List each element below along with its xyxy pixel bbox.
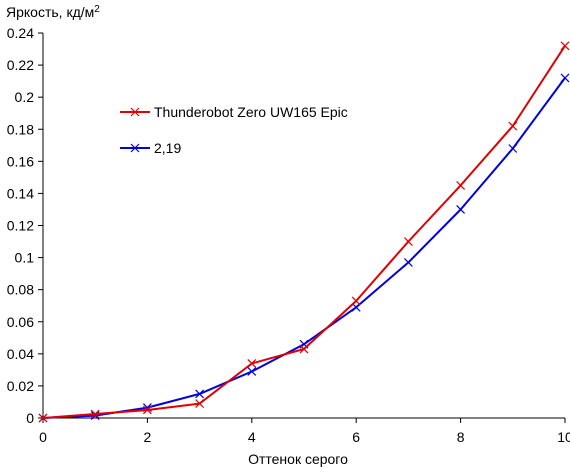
y-tick-label: 0.22: [7, 57, 34, 73]
legend: Thunderobot Zero UW165 Epic 2,19: [120, 104, 348, 156]
data-point-marker: [560, 41, 570, 51]
series-line: [42, 77, 566, 419]
data-point-marker: [403, 237, 413, 246]
y-axis-label: Яркость, кд/м2: [6, 4, 100, 20]
x-tick-label: 8: [457, 429, 465, 445]
data-point-marker: [130, 107, 140, 117]
legend-item: 2,19: [120, 140, 181, 156]
data-point-marker: [247, 359, 257, 368]
data-point-marker: [403, 257, 413, 267]
x-tick-label: 2: [144, 429, 152, 445]
data-point-marker: [299, 344, 309, 354]
x-tick-label: 6: [352, 429, 360, 445]
data-point-marker: [456, 205, 466, 214]
data-point-marker: [195, 389, 205, 399]
legend-label: Thunderobot Zero UW165 Epic: [154, 104, 348, 120]
y-tick-label: 0.06: [7, 314, 34, 330]
y-tick-label: 0.18: [7, 121, 34, 137]
data-point-marker: [142, 405, 152, 415]
x-tick-label: 0: [39, 429, 47, 445]
data-point-marker: [508, 121, 518, 131]
series-group: [38, 41, 570, 423]
y-tick-label: 0.1: [15, 250, 35, 266]
data-point-marker: [195, 399, 205, 408]
ticks: 0 0.02 0.04 0.06 0.08 0.1 0.12 0.14 0.16 0.18 0.2 0…: [7, 25, 570, 445]
y-tick-label: 0.2: [15, 89, 35, 105]
data-point-marker: [508, 144, 518, 153]
y-tick-label: 0.24: [7, 25, 34, 41]
series-gamma-2-19: [38, 73, 570, 423]
series-thunderobot: [38, 41, 570, 423]
data-point-marker: [130, 143, 140, 153]
x-tick-label: 4: [248, 429, 256, 445]
data-point-marker: [351, 296, 361, 306]
y-tick-label: 0.02: [7, 378, 34, 394]
series-line: [42, 45, 566, 419]
y-tick-label: 0.12: [7, 218, 34, 234]
data-point-marker: [90, 409, 100, 419]
y-tick-label: 0.14: [7, 185, 34, 201]
legend-label: 2,19: [154, 140, 181, 156]
x-axis-label: Оттенок серого: [248, 451, 348, 467]
data-point-marker: [456, 180, 466, 190]
legend-item: Thunderobot Zero UW165 Epic: [120, 104, 348, 120]
data-point-marker: [38, 413, 48, 423]
axes: [42, 33, 565, 419]
data-point-marker: [247, 367, 257, 376]
y-tick-label: 0.04: [7, 346, 34, 362]
y-tick-label: 0: [26, 410, 34, 426]
y-tick-label: 0.08: [7, 282, 34, 298]
x-tick-label: 10: [557, 429, 570, 445]
y-tick-label: 0.16: [7, 153, 34, 169]
data-point-marker: [560, 73, 570, 83]
